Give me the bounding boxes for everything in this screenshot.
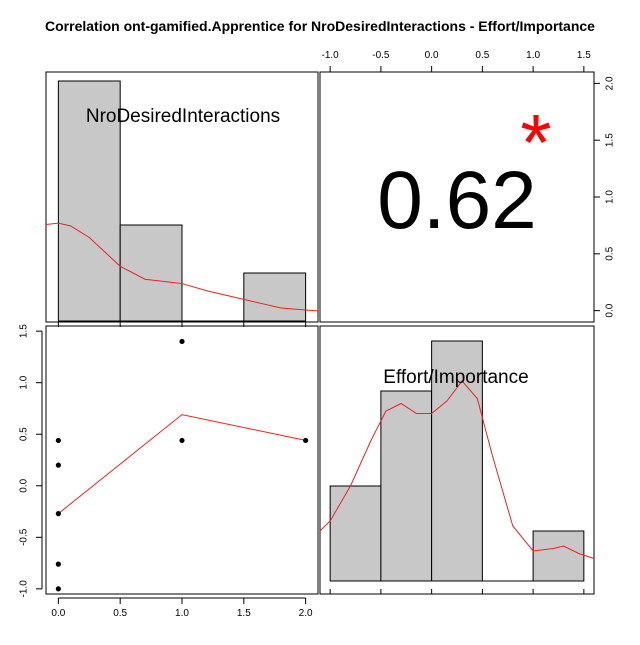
top-axis-tick-label: 1.0 <box>526 50 540 61</box>
scatter-point <box>55 437 61 444</box>
bottom-axis-tick-label: 0.0 <box>51 608 65 619</box>
right-axis-tick-label: 1.5 <box>605 133 616 147</box>
variable-label: NroDesiredInteractions <box>86 106 280 127</box>
top-axis-tick-label: 0.0 <box>425 50 439 61</box>
bottom-axis-tick-label: 2.0 <box>299 608 313 619</box>
correlation-value: 0.62 <box>377 155 537 246</box>
histogram-bar <box>119 224 183 322</box>
bottom-axis-tick-label: 0.5 <box>113 608 127 619</box>
panel-frame-bottom-right <box>319 325 595 595</box>
histogram-bar <box>243 272 307 322</box>
top-axis-tick-label: 1.5 <box>577 50 591 61</box>
left-axis-tick-label: 0.5 <box>19 427 30 441</box>
density-curve <box>45 222 319 312</box>
density-curve <box>319 380 595 559</box>
variable-label: Effort/Importance <box>383 367 528 388</box>
scatter-point <box>55 462 61 468</box>
smooth-line <box>58 414 306 514</box>
scatter-point <box>55 510 61 517</box>
scatter-point <box>179 437 185 444</box>
panel-frame-bottom-left <box>45 325 319 595</box>
scatter-point <box>179 338 185 345</box>
right-axis-tick-label: 1.0 <box>605 190 616 204</box>
bottom-axis-tick-label: 1.0 <box>175 608 189 619</box>
histogram-bar <box>329 485 382 582</box>
histogram-bar <box>380 390 433 582</box>
top-axis-tick-label: -0.5 <box>372 50 390 61</box>
left-axis-tick-label: 1.5 <box>19 324 30 338</box>
top-axis-tick-label: 0.5 <box>475 50 489 61</box>
left-axis-tick-label: 1.0 <box>19 375 30 389</box>
bottom-axis-tick-label: 1.5 <box>237 608 251 619</box>
significance-star: * <box>520 98 551 187</box>
right-axis-tick-label: 0.0 <box>605 303 616 317</box>
histogram-bar <box>431 340 483 582</box>
right-axis-tick-label: 2.0 <box>605 76 616 90</box>
right-axis-tick-label: 0.5 <box>605 246 616 260</box>
histogram-bar <box>532 530 585 582</box>
scatter-point <box>55 586 61 592</box>
left-axis-tick-label: -0.5 <box>19 528 30 546</box>
left-axis-tick-label: -1.0 <box>19 580 30 598</box>
chart-title: Correlation ont-gamified.Apprentice for … <box>45 18 595 34</box>
scatter-point <box>303 437 309 444</box>
scatter-point <box>55 561 61 567</box>
top-axis-tick-label: -1.0 <box>322 50 340 61</box>
histogram-bar <box>57 80 121 322</box>
left-axis-tick-label: 0.0 <box>19 478 30 492</box>
